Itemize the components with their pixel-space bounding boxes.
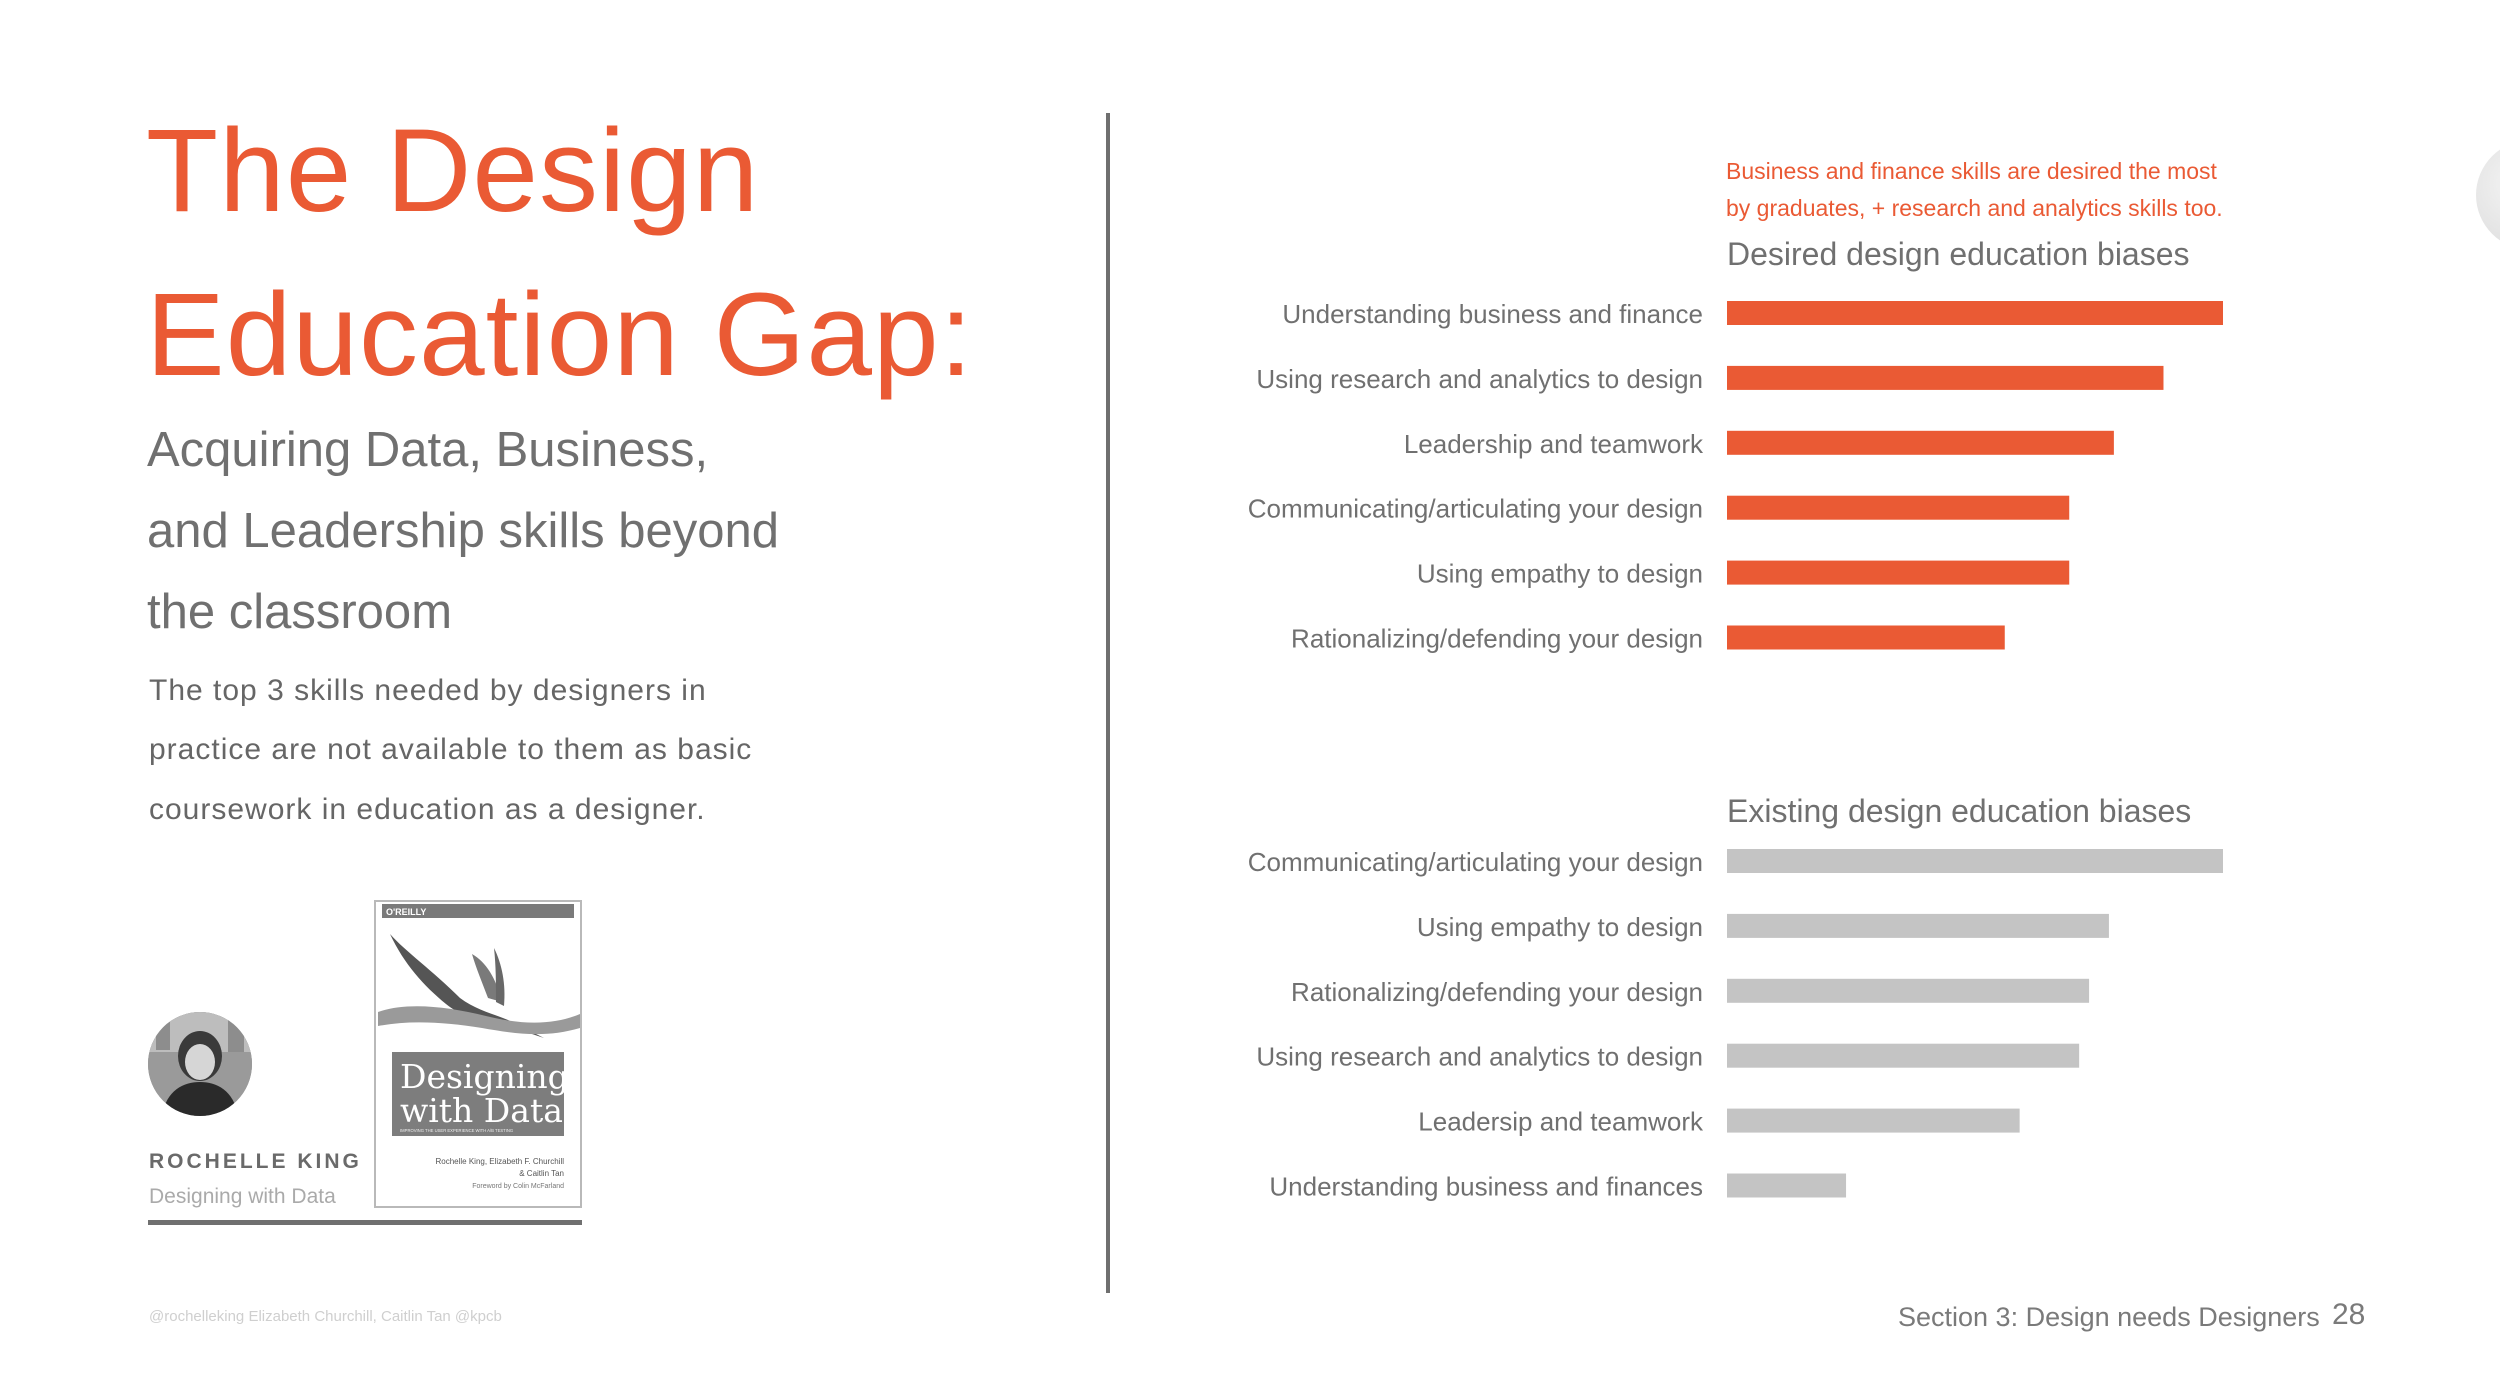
category-label-desired-3: Communicating/articulating your design <box>1248 494 1703 524</box>
category-label-existing-2: Rationalizing/defending your design <box>1291 977 1703 1007</box>
title-line-1: The Design <box>146 105 760 237</box>
bar-existing-4 <box>1727 1108 2020 1133</box>
category-label-existing-5: Understanding business and finances <box>1269 1172 1703 1202</box>
book-foreword: Foreword by Colin McFarland <box>472 1183 564 1190</box>
bar-desired-1 <box>1727 365 2164 390</box>
book-subtitle: IMPROVING THE USER EXPERIENCE WITH A/B T… <box>400 1128 513 1133</box>
subtitle-line-1: Acquiring Data, Business, <box>147 423 709 477</box>
category-label-existing-1: Using empathy to design <box>1417 912 1703 942</box>
category-label-desired-5: Rationalizing/defending your design <box>1291 624 1703 654</box>
page-number: 28 <box>2332 1298 2366 1331</box>
category-label-desired-2: Leadership and teamwork <box>1404 429 1704 459</box>
bar-existing-3 <box>1727 1043 2080 1068</box>
category-label-desired-1: Using research and analytics to design <box>1256 364 1703 394</box>
category-label-existing-3: Using research and analytics to design <box>1256 1042 1703 1072</box>
author-book-title: Designing with Data <box>149 1185 336 1208</box>
category-label-existing-0: Communicating/articulating your design <box>1248 847 1703 877</box>
book-cover-art: O'REILLY Designing with Data IMPROVING T… <box>376 902 580 1206</box>
bar-existing-2 <box>1727 978 2090 1003</box>
subtitle-line-3: the classroom <box>147 585 453 639</box>
subtitle-line-2: and Leadership skills beyond <box>147 504 779 558</box>
bar-desired-3 <box>1727 495 2070 520</box>
bar-desired-4 <box>1727 560 2070 585</box>
bar-desired-0 <box>1727 301 2223 325</box>
author-underline <box>148 1220 582 1225</box>
chart-existing: Existing design education biases Communic… <box>1248 793 2223 1202</box>
chart-desired: Desired design education biases Understan… <box>1248 236 2223 654</box>
book-authors-line-1: Rochelle King, Elizabeth F. Churchill <box>435 1157 564 1166</box>
category-label-desired-0: Understanding business and finance <box>1282 299 1703 329</box>
book-authors-line-2: & Caitlin Tan <box>519 1169 564 1178</box>
category-label-desired-4: Using empathy to design <box>1417 559 1703 589</box>
book-title-line-2: with Data <box>400 1091 563 1130</box>
author-name: ROCHELLE KING <box>149 1150 362 1173</box>
bar-existing-0 <box>1727 849 2223 873</box>
chart-title-existing: Existing design education biases <box>1727 793 2191 829</box>
bird-illustration-icon <box>378 934 580 1038</box>
chart-title-desired: Desired design education biases <box>1727 236 2190 272</box>
bar-desired-5 <box>1727 625 2005 650</box>
title-band <box>392 1052 564 1136</box>
category-label-existing-4: Leadersip and teamwork <box>1418 1107 1704 1137</box>
section-label: Section 3: Design needs Designers <box>1898 1302 2320 1332</box>
annotation-line-1: Business and finance skills are desired … <box>1726 158 2217 184</box>
book-publisher: O'REILLY <box>386 907 426 917</box>
column-divider <box>1106 113 1110 1293</box>
footer-credit: @rochelleking Elizabeth Churchill, Caitl… <box>149 1308 502 1325</box>
body-line-1: The top 3 skills needed by designers in <box>149 674 707 707</box>
body-line-3: coursework in education as a designer. <box>149 793 706 826</box>
book-cover: O'REILLY Designing with Data IMPROVING T… <box>374 900 582 1208</box>
bar-existing-5 <box>1727 1173 1847 1198</box>
bar-existing-1 <box>1727 913 2109 938</box>
bar-desired-2 <box>1727 430 2114 455</box>
body-line-2: practice are not available to them as ba… <box>149 733 753 766</box>
publisher-band <box>382 904 574 918</box>
annotation-line-2: by graduates, + research and analytics s… <box>1726 195 2223 221</box>
title-line-2: Education Gap: <box>146 269 974 401</box>
book-title-line-1: Designing <box>400 1057 569 1096</box>
